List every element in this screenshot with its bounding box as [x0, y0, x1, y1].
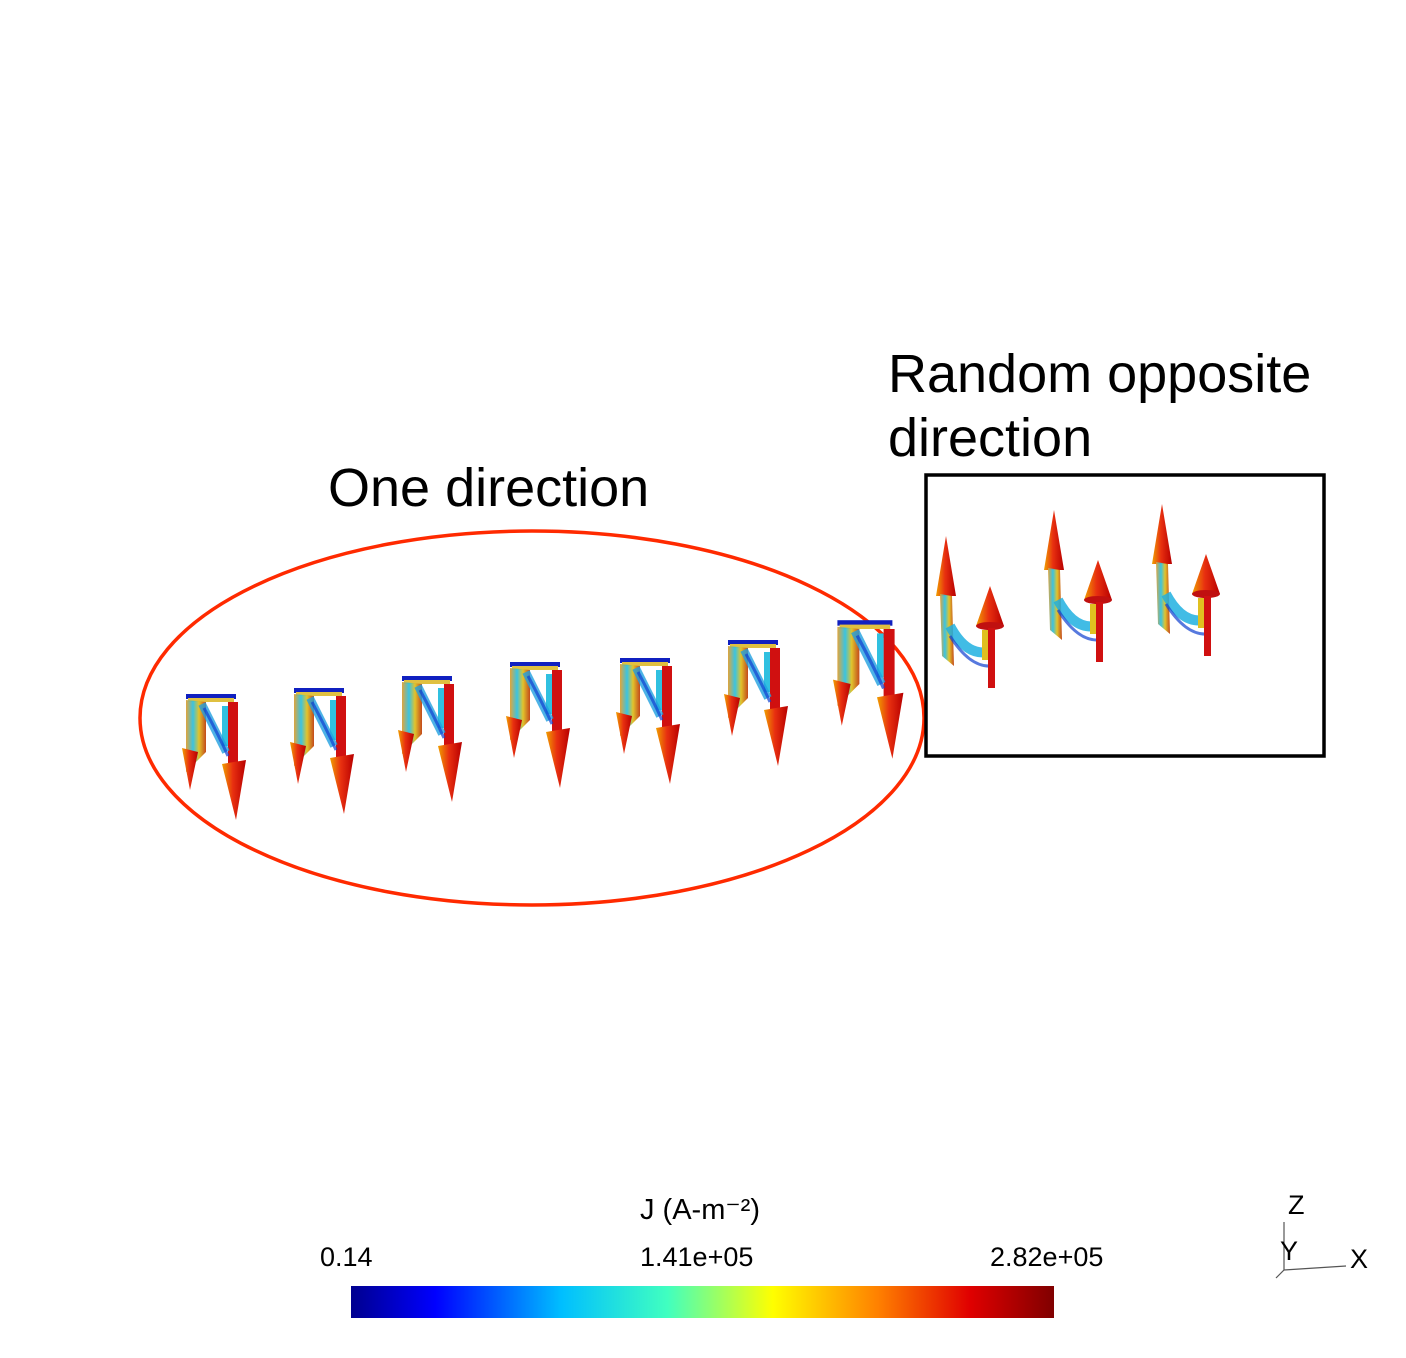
one-direction-ellipse — [138, 529, 926, 907]
random-opposite-label-line2: direction — [888, 408, 1093, 468]
current-structure-4 — [506, 662, 570, 788]
random-opposite-label-line1: Random opposite — [888, 344, 1312, 404]
colorbar-tick-max: 2.82e+05 — [990, 1242, 1104, 1272]
one-direction-label: One direction — [328, 458, 650, 518]
current-structure-6 — [724, 640, 788, 766]
current-structure-8 — [936, 536, 1004, 688]
random-opposite-box — [924, 473, 1326, 758]
colorbar-tick-min: 0.14 — [320, 1242, 373, 1272]
current-structure-5 — [616, 658, 680, 784]
axis-x-label: X — [1350, 1244, 1369, 1274]
colorbar-title: J (A-m⁻²) — [640, 1194, 760, 1226]
current-structure-2 — [290, 688, 354, 814]
axis-z-label: Z — [1288, 1190, 1305, 1220]
current-structure-10 — [1152, 504, 1220, 656]
random-opposite-label: Random opposite direction — [888, 342, 1311, 470]
axis-y-label: Y — [1280, 1236, 1299, 1266]
colorbar — [351, 1286, 1054, 1318]
current-structure-1 — [182, 694, 246, 820]
current-structure-9 — [1044, 510, 1112, 662]
colorbar-tick-mid: 1.41e+05 — [640, 1242, 754, 1272]
current-structure-3 — [398, 676, 462, 802]
axes-triad — [1275, 1222, 1347, 1279]
current-structure-7 — [833, 620, 903, 759]
